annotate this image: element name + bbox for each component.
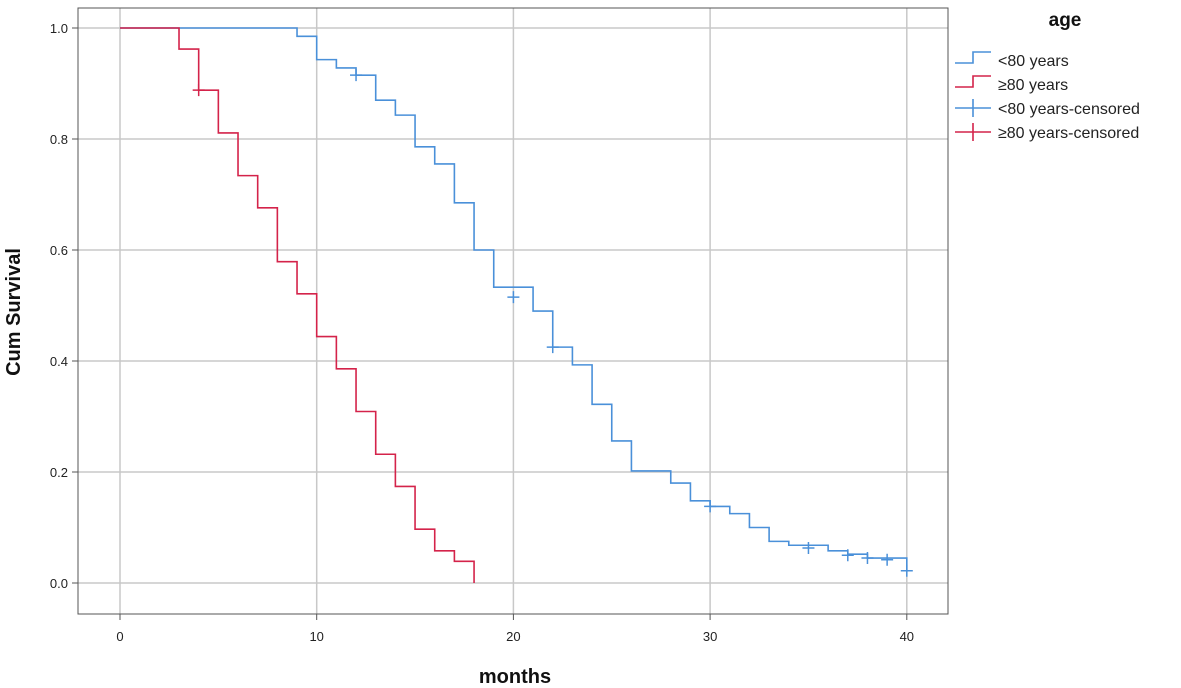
y-tick-label: 0.8 xyxy=(50,132,68,147)
legend-swatch-line xyxy=(955,51,991,64)
y-axis-title: Cum Survival xyxy=(3,248,25,376)
legend-swatch-censor xyxy=(955,99,991,117)
legend-entry: ≥80 years-censored xyxy=(998,125,1139,142)
censor-mark xyxy=(546,341,559,354)
censor-mark xyxy=(802,542,815,555)
censor-mark xyxy=(507,291,520,304)
legend-title: age xyxy=(1049,10,1082,31)
y-tick-label: 1.0 xyxy=(50,21,68,36)
x-axis-ticks: 0 10 20 30 40 xyxy=(116,614,914,644)
y-tick-label: 0.2 xyxy=(50,465,68,480)
y-tick-label: 0.4 xyxy=(50,354,68,369)
y-tick-label: 0.0 xyxy=(50,576,68,591)
censor-mark xyxy=(192,84,205,97)
legend-swatch-censor xyxy=(955,123,991,141)
x-axis-title: months xyxy=(479,666,551,688)
censor-mark xyxy=(861,552,874,565)
series-line-1 xyxy=(120,27,475,583)
x-tick-label: 20 xyxy=(506,629,520,644)
grid xyxy=(78,8,948,614)
x-tick-label: 10 xyxy=(309,629,323,644)
legend-entry: <80 years xyxy=(998,53,1069,70)
censor-mark xyxy=(881,553,894,566)
series-line-0 xyxy=(120,27,908,571)
series-layer xyxy=(120,27,913,583)
y-tick-label: 0.6 xyxy=(50,243,68,258)
legend-entry: <80 years-censored xyxy=(998,101,1140,118)
legend-entry: ≥80 years xyxy=(998,77,1068,94)
x-tick-label: 40 xyxy=(900,629,914,644)
x-tick-label: 0 xyxy=(116,629,123,644)
censor-mark xyxy=(704,500,717,513)
censor-mark xyxy=(841,549,854,562)
legend: age <80 years ≥80 years <80 years-censored… xyxy=(955,10,1140,142)
censor-mark xyxy=(900,564,913,577)
censor-mark xyxy=(350,69,363,82)
x-tick-label: 30 xyxy=(703,629,717,644)
y-axis-ticks: 0.0 0.2 0.4 0.6 0.8 1.0 xyxy=(50,21,78,591)
legend-swatch-line xyxy=(955,75,991,88)
